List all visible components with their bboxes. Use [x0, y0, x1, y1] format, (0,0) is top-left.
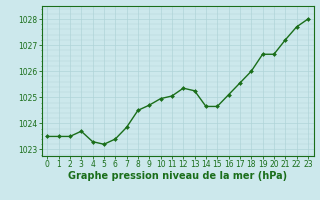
X-axis label: Graphe pression niveau de la mer (hPa): Graphe pression niveau de la mer (hPa) [68, 171, 287, 181]
